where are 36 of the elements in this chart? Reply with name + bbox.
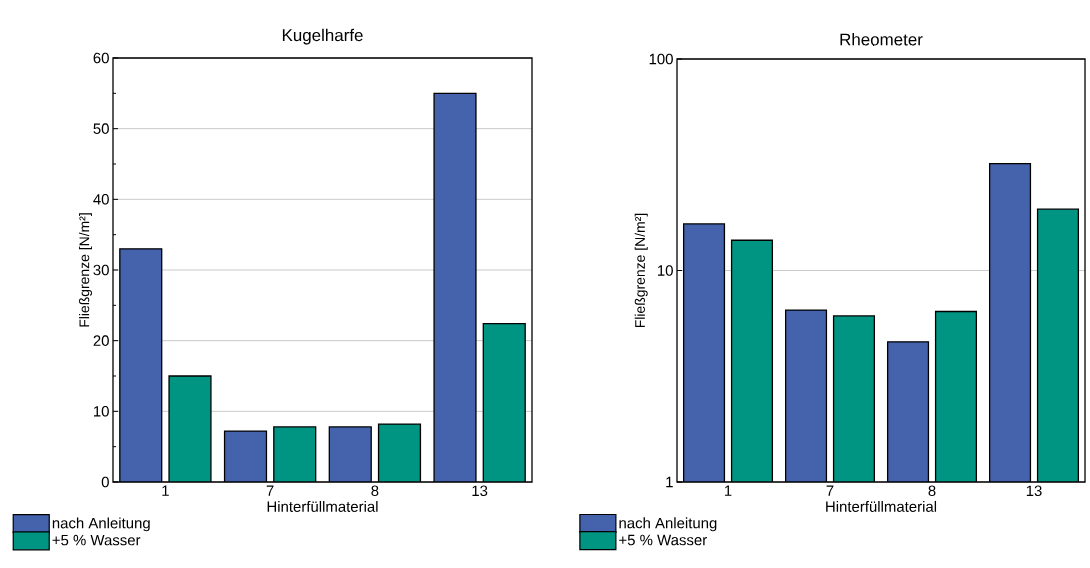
x-tick-label: 13 [472, 485, 488, 497]
x-tick-label: 8 [371, 485, 379, 497]
bar [329, 426, 372, 482]
x-axis-title: Hinterfüllmaterial [826, 500, 937, 512]
x-tick-label: 7 [266, 485, 274, 496]
x-tick-label: 1 [724, 485, 732, 496]
bar [169, 376, 211, 482]
y-tick-label: 10 [658, 265, 673, 276]
bar [224, 431, 267, 482]
y-axis-title: Fließgrenze [N/m²] [79, 213, 93, 327]
y-tick-label: 30 [93, 264, 109, 276]
bar [378, 424, 421, 482]
legend-label: +5 % Wasser [619, 534, 707, 546]
x-tick-label: 7 [826, 485, 834, 496]
y-axis-title: Fließgrenze [N/m²] [634, 213, 648, 328]
x-tick-label: 13 [1026, 485, 1042, 497]
legend-label: nach Anleitung [52, 517, 150, 532]
x-tick-label: 8 [928, 485, 936, 497]
y-tick-label: 0 [101, 476, 109, 488]
y-tick-label: 100 [649, 53, 673, 65]
x-axis-title: Hinterfüllmaterial [267, 500, 378, 512]
chart-title: Kugelharfe [282, 28, 363, 45]
chart-title: Rheometer [840, 33, 923, 46]
y-tick-label: 50 [93, 123, 109, 134]
y-tick-label: 1 [666, 476, 673, 488]
bar [119, 248, 162, 482]
y-tick-label: 60 [93, 52, 109, 64]
bar [273, 426, 316, 482]
legend-label: +5 % Wasser [52, 534, 141, 546]
y-tick-label: 10 [94, 406, 109, 417]
x-tick-label: 1 [162, 485, 169, 496]
bar [482, 323, 526, 482]
bar [433, 92, 477, 482]
y-tick-label: 40 [93, 194, 109, 205]
y-tick-label: 20 [93, 335, 109, 346]
legend-label: nach Anleitung [619, 517, 717, 532]
